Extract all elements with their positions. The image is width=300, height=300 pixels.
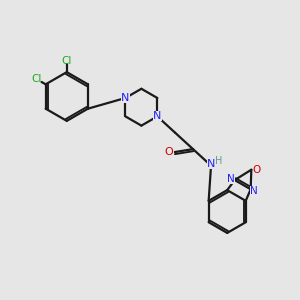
Text: N: N <box>250 186 258 196</box>
Text: N: N <box>207 159 216 169</box>
Text: N: N <box>207 159 216 169</box>
Text: Cl: Cl <box>61 56 72 66</box>
Text: Cl: Cl <box>31 74 41 84</box>
Text: N: N <box>153 111 161 122</box>
Text: N: N <box>121 93 130 103</box>
Text: O: O <box>165 147 174 157</box>
Text: H: H <box>215 156 223 166</box>
Text: O: O <box>253 165 261 175</box>
Text: N: N <box>227 174 235 184</box>
